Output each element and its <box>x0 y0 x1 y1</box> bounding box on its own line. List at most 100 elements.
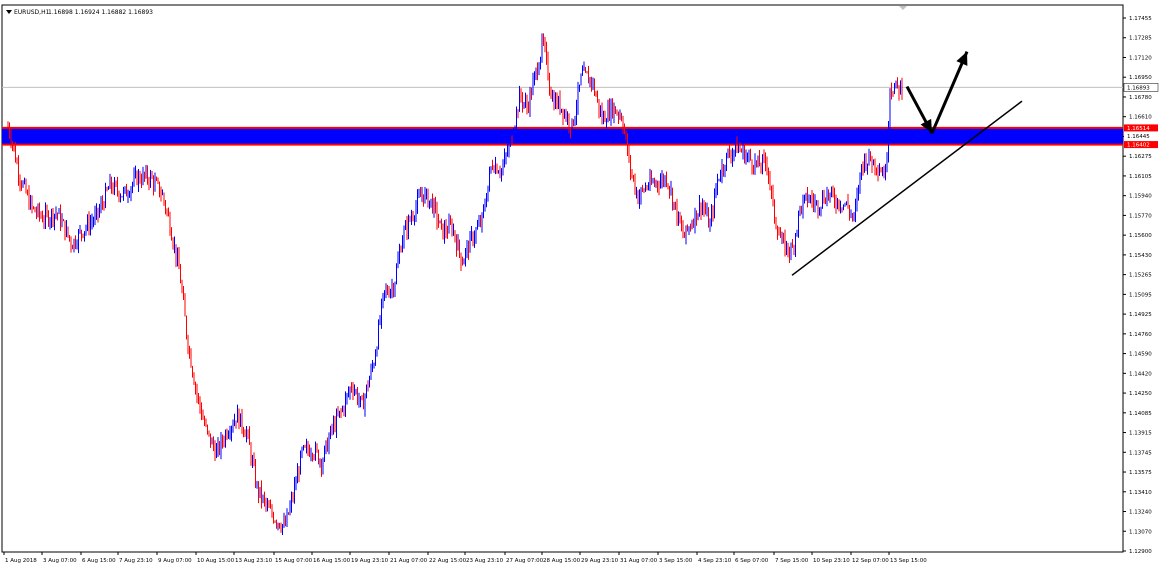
candle-body <box>120 196 121 199</box>
candle-body <box>513 135 514 143</box>
candle-body <box>237 410 238 423</box>
zone-level-tag-box <box>1124 124 1158 132</box>
candle-body <box>348 392 349 394</box>
candle-body <box>805 193 807 196</box>
x-tick-label: 7 Aug 23:10 <box>119 558 153 564</box>
candle-body <box>253 459 255 465</box>
candle-body <box>843 204 844 209</box>
candle-body <box>685 225 687 238</box>
candle-body <box>700 202 702 213</box>
candle-body <box>390 290 391 296</box>
candle-body <box>612 101 613 117</box>
candle-body <box>594 81 595 94</box>
candle-body <box>448 221 450 233</box>
candle-body <box>832 188 834 195</box>
candle-body <box>84 231 85 237</box>
current-price-tag: 1.16893 <box>1123 83 1159 92</box>
candle-body <box>153 178 154 189</box>
candle-body <box>364 395 366 410</box>
candle-body <box>351 387 352 389</box>
y-tick-label: 1.17455 <box>1129 16 1152 22</box>
candle-body <box>67 226 69 236</box>
candle-body <box>96 208 97 214</box>
candle-body <box>424 192 426 203</box>
candle-body <box>327 440 328 451</box>
candle-body <box>13 144 15 148</box>
candle-body <box>492 166 493 168</box>
x-tick-label: 9 Aug 07:00 <box>158 558 192 564</box>
candle-body <box>259 487 261 496</box>
candle-body <box>522 97 523 106</box>
candle-body <box>217 443 219 450</box>
ohlc-label: 1.16898 1.16924 1.16882 1.16893 <box>48 9 153 16</box>
candle-body <box>565 112 567 120</box>
candle-body <box>411 217 412 221</box>
candle-body <box>637 191 639 204</box>
candle-body <box>786 243 787 253</box>
candle-body <box>514 127 516 136</box>
candle-body <box>261 487 262 501</box>
candle-body <box>273 514 274 522</box>
candle-body <box>579 84 580 88</box>
candle-body <box>751 160 753 168</box>
dropdown-triangle-icon[interactable] <box>6 10 12 14</box>
candle-body <box>69 235 70 239</box>
candle-body <box>130 188 132 196</box>
candle-body <box>660 181 661 188</box>
candle-body <box>43 221 45 223</box>
candle-body <box>682 226 684 235</box>
candle-body <box>489 171 490 186</box>
candle-body <box>768 168 769 177</box>
candle-body <box>93 220 94 222</box>
candle-body <box>829 193 831 198</box>
candle-body <box>721 165 723 177</box>
candle-body <box>180 269 181 283</box>
candle-body <box>64 220 66 236</box>
candle-body <box>880 170 882 173</box>
candle-body <box>204 419 205 425</box>
candle-body <box>54 214 55 223</box>
x-tick-label: 1 Aug 2018 <box>5 558 37 564</box>
candle-body <box>214 446 216 458</box>
candle-body <box>441 220 442 224</box>
candle-body <box>762 156 763 169</box>
candle-body <box>412 217 414 219</box>
candle-body <box>73 239 75 250</box>
candle-body <box>702 204 703 213</box>
candle-body <box>177 254 178 261</box>
candle-body <box>658 185 660 188</box>
y-tick-label: 1.13915 <box>1129 431 1152 437</box>
candle-body <box>826 191 828 204</box>
trendline[interactable] <box>791 100 1023 276</box>
candle-body <box>186 316 187 337</box>
candle-body <box>78 231 79 246</box>
scroll-marker-icon[interactable] <box>899 6 907 10</box>
candle-body <box>213 439 214 447</box>
candle-body <box>547 56 549 79</box>
arrow-up-leg[interactable] <box>930 51 969 134</box>
candle-body <box>226 432 228 437</box>
x-tick-label: 13 Sep 15:00 <box>890 558 927 564</box>
candle-body <box>873 159 874 166</box>
candle-body <box>163 193 165 202</box>
candle-body <box>409 217 411 221</box>
candle-body <box>162 193 163 195</box>
candle-body <box>382 293 384 303</box>
candle-body <box>714 192 715 215</box>
candle-body <box>355 390 357 392</box>
y-tick-label: 1.15265 <box>1129 273 1152 279</box>
candle-body <box>100 202 102 210</box>
candle-body <box>613 106 615 117</box>
candle-body <box>193 374 195 385</box>
candle-body <box>777 227 778 235</box>
candle-body <box>291 497 292 506</box>
candle-body <box>472 233 474 243</box>
candle-body <box>435 201 436 207</box>
candle-body <box>520 91 522 98</box>
y-tick-label: 1.15095 <box>1129 292 1152 298</box>
candle-body <box>879 170 880 174</box>
candle-body <box>790 245 792 255</box>
candle-body <box>405 223 406 230</box>
candle-body <box>444 226 445 239</box>
